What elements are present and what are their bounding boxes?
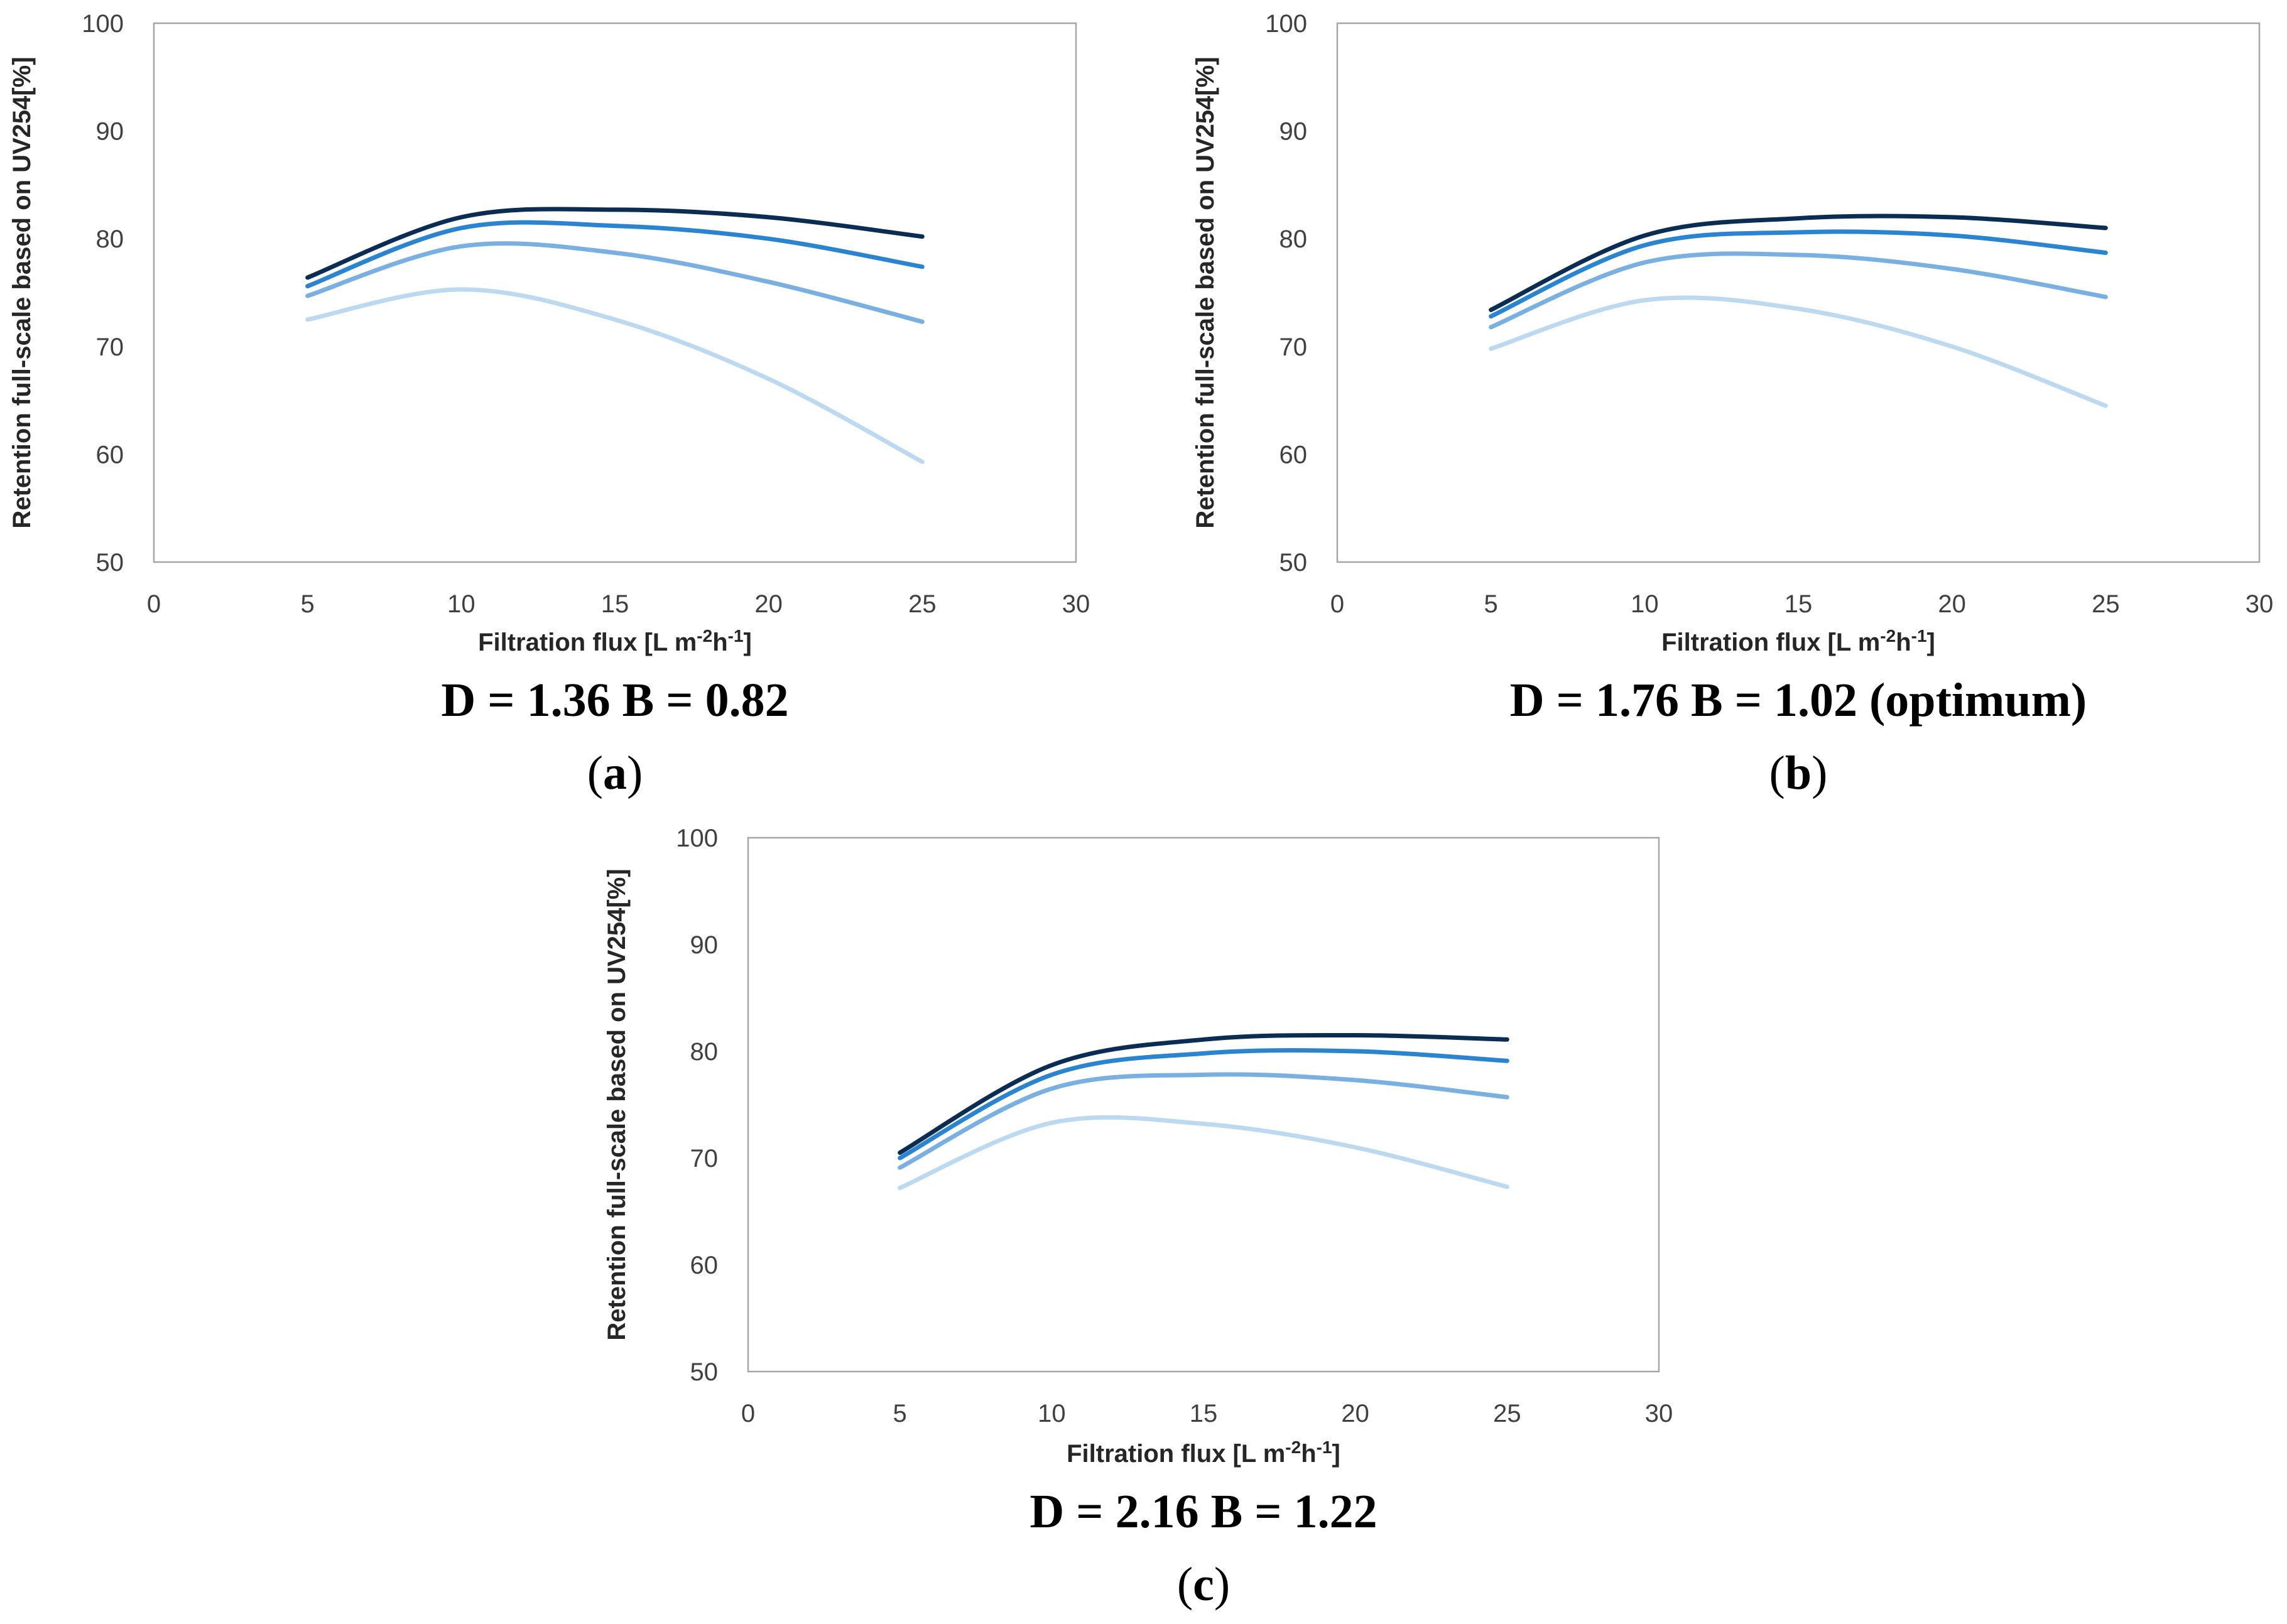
x-axis-title: Filtration flux [L m-2h-1]: [1067, 1437, 1340, 1468]
panel-label-close: ): [1214, 1558, 1230, 1611]
x-tick-label: 20: [754, 590, 783, 618]
x-tick-label: 15: [1785, 590, 1813, 618]
x-axis-title-part: ]: [1927, 629, 1935, 656]
panel-label-close: ): [627, 747, 643, 799]
y-tick-label: 50: [1279, 549, 1308, 577]
x-tick-label: 25: [1493, 1400, 1521, 1427]
x-axis-title-part: ]: [1332, 1440, 1340, 1468]
y-tick-label: 70: [1279, 333, 1308, 361]
x-tick-label: 0: [147, 590, 161, 618]
panel-label-open: (: [1769, 747, 1785, 799]
x-axis-title-part: h: [712, 629, 727, 656]
chart-panel-b: 50 60 70 80 90 100 0 5 10 15 20 25 30 Retention full-…: [1192, 10, 2273, 799]
x-tick-label: 30: [1645, 1400, 1673, 1427]
x-tick-label: 20: [1341, 1400, 1369, 1427]
y-tick-label: 70: [690, 1145, 719, 1172]
x-axis-title-part: ]: [744, 629, 752, 656]
series-line-1: [1489, 214, 2108, 312]
y-tick-label: 60: [1279, 441, 1308, 468]
series-line-2: [898, 1048, 1509, 1161]
panel-label: (b): [1769, 747, 1828, 799]
y-tick-label: 100: [1265, 10, 1307, 38]
x-axis-title-superscript: -1: [1317, 1437, 1332, 1457]
series-line-4: [898, 1115, 1509, 1191]
series-line-2: [305, 220, 925, 289]
x-axis-title-superscript: -2: [1285, 1437, 1301, 1457]
y-axis-title: Retention full-scale based on UV254[%]: [1192, 57, 1219, 528]
y-tick-label: 80: [690, 1038, 719, 1066]
series-line-4: [1489, 295, 2108, 408]
panel-caption: D = 2.16 B = 1.22: [1029, 1485, 1377, 1538]
x-tick-label: 10: [1631, 590, 1659, 618]
x-tick-label: 15: [1190, 1400, 1218, 1427]
x-tick-label: 0: [741, 1400, 755, 1427]
panel-label-open: (: [1177, 1558, 1193, 1611]
y-tick-label: 100: [82, 10, 124, 38]
panel-caption: D = 1.36 B = 0.82: [441, 674, 788, 727]
panel-label: (c): [1177, 1558, 1230, 1611]
x-tick-label: 5: [1484, 590, 1498, 618]
panel-caption: D = 1.76 B = 1.02 (optimum): [1510, 674, 2087, 727]
x-axis-title-superscript: -1: [728, 626, 744, 646]
x-tick-label: 20: [1938, 590, 1966, 618]
x-tick-label: 25: [908, 590, 937, 618]
x-axis-title-superscript: -2: [1880, 626, 1896, 646]
panel-label-open: (: [587, 747, 603, 799]
x-tick-label: 10: [1038, 1400, 1066, 1427]
plot-area: [1336, 22, 2261, 563]
series-line-3: [1489, 251, 2108, 330]
x-tick-label: 0: [1330, 590, 1344, 618]
x-tick-label: 30: [1062, 590, 1090, 618]
y-tick-label: 100: [676, 825, 718, 852]
x-tick-label: 5: [893, 1400, 907, 1427]
plot-area: [747, 836, 1660, 1373]
x-axis-title-part: Filtration flux [L m: [1661, 629, 1880, 656]
series-line-1: [305, 207, 925, 280]
series-line-4: [305, 287, 925, 464]
y-tick-label: 60: [96, 441, 124, 468]
series-line-3: [898, 1072, 1509, 1170]
y-tick-label: 90: [1279, 118, 1308, 146]
y-tick-label: 50: [96, 549, 124, 577]
x-tick-label: 5: [301, 590, 315, 618]
y-tick-label: 90: [96, 118, 124, 146]
y-axis-title: Retention full-scale based on UV254[%]: [8, 57, 36, 528]
x-tick-label: 25: [2092, 590, 2120, 618]
panel-label-letter: c: [1193, 1558, 1214, 1611]
chart-panel-a: 50 60 70 80 90 100 0 5 10 15 20 25 30 Retention full-…: [8, 10, 1090, 799]
panel-label-letter: b: [1785, 747, 1812, 799]
y-tick-label: 80: [96, 225, 124, 253]
plot-area: [153, 22, 1077, 563]
y-tick-label: 60: [690, 1252, 719, 1279]
x-tick-label: 10: [447, 590, 475, 618]
y-tick-label: 70: [96, 333, 124, 361]
chart-panel-c: 50 60 70 80 90 100 0 5 10 15 20 25 30 Retention full-…: [603, 825, 1673, 1611]
y-axis-title: Retention full-scale based on UV254[%]: [603, 869, 631, 1340]
x-axis-title-superscript: -2: [697, 626, 712, 646]
x-tick-label: 15: [601, 590, 629, 618]
panel-label-close: ): [1812, 747, 1827, 799]
series-line-1: [898, 1032, 1509, 1155]
y-tick-label: 80: [1279, 225, 1308, 253]
x-axis-title-superscript: -1: [1911, 626, 1927, 646]
x-axis-title-part: h: [1896, 629, 1911, 656]
panel-label: (a): [587, 747, 643, 799]
panel-label-letter: a: [603, 747, 627, 799]
y-tick-label: 50: [690, 1358, 719, 1386]
series-line-2: [1489, 229, 2108, 319]
x-axis-title-part: Filtration flux [L m: [1067, 1440, 1285, 1468]
x-tick-label: 30: [2246, 590, 2274, 618]
x-axis-title: Filtration flux [L m-2h-1]: [478, 626, 752, 656]
series-line-3: [305, 241, 925, 324]
x-axis-title: Filtration flux [L m-2h-1]: [1661, 626, 1935, 656]
y-tick-label: 90: [690, 931, 719, 959]
x-axis-title-part: h: [1301, 1440, 1316, 1468]
x-axis-title-part: Filtration flux [L m: [478, 629, 697, 656]
